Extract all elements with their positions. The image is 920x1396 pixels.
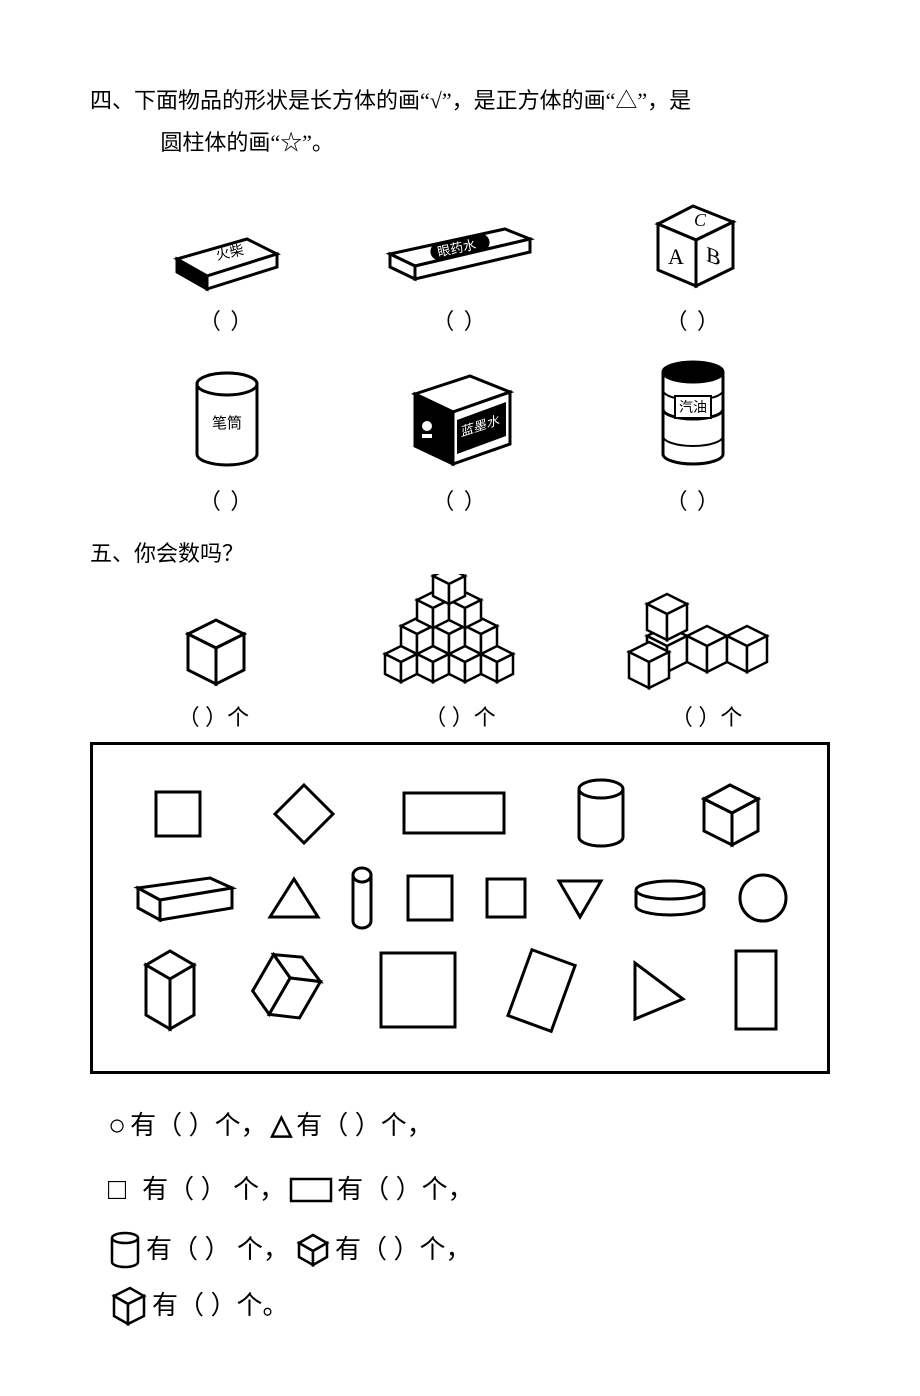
answer-line-1: ○ 有（ ）个， △ 有（ ）个， <box>108 1096 830 1156</box>
item-ink-box: 蓝墨水 （ ） <box>370 364 550 516</box>
shape-circle-icon <box>736 871 790 925</box>
shape-tilted-cuboid-icon <box>244 945 334 1035</box>
shape-triangle-icon <box>266 873 322 923</box>
ink-box-icon: 蓝墨水 <box>395 364 525 474</box>
shape-triangle-down-icon <box>555 875 605 921</box>
shape-cube-icon <box>692 777 772 851</box>
shape-square2-icon <box>403 871 457 925</box>
count-blank-1: （ ）个 <box>178 700 250 732</box>
rect-icon <box>289 1177 333 1203</box>
shape-square-icon <box>148 784 208 844</box>
blank-4: （ ） <box>199 484 255 516</box>
count-blank-2: （ ）个 <box>424 700 496 732</box>
svg-text:笔筒: 笔筒 <box>212 415 242 432</box>
cube-answer-icon <box>293 1231 331 1269</box>
count-row: （ ）个 <box>90 574 830 732</box>
count-blank-3: （ ）个 <box>671 700 743 732</box>
svg-text:汽油: 汽油 <box>679 400 707 416</box>
blank-3: （ ） <box>666 304 722 336</box>
shape-flat-cylinder-icon <box>630 878 710 918</box>
section4-line2: 圆柱体的画“☆”。 <box>160 130 334 155</box>
blank-6: （ ） <box>666 484 722 516</box>
shape-row-2 <box>117 865 803 931</box>
shape-capsule-icon <box>347 865 377 931</box>
abc-cube-icon: C A B <box>638 194 748 294</box>
shape-big-square-icon <box>373 945 463 1035</box>
section4-line1: 四、下面物品的形状是长方体的画“√”，是正方体的画“△”，是 <box>90 88 691 113</box>
shape-row-3 <box>117 945 803 1035</box>
shape-row-1 <box>117 777 803 851</box>
cube-pyramid-icon <box>375 574 545 694</box>
cuboid-answer-icon <box>108 1284 148 1328</box>
blank-2: （ ） <box>432 304 488 336</box>
shape-box <box>90 742 830 1074</box>
section5-heading: 五、你会数吗？ <box>90 536 830 568</box>
item-matchbox: 火柴 （ ） <box>137 214 317 336</box>
count-cluster: （ ）个 <box>597 584 817 732</box>
answer-line-4: 有（ ）个。 <box>108 1280 830 1332</box>
single-cube-icon <box>168 604 258 694</box>
shape-triangle-right-icon <box>629 955 689 1025</box>
pen-holder-icon: 笔筒 <box>177 364 277 474</box>
shape-square-small-icon <box>483 875 529 921</box>
section5: 五、你会数吗？ （ ）个 <box>90 536 830 1332</box>
svg-text:C: C <box>694 210 707 230</box>
count-pyramid: （ ）个 <box>350 574 570 732</box>
answer-lines: ○ 有（ ）个， △ 有（ ）个， □ 有（ ） 个， 有（ ）个， 有（ ） … <box>108 1096 830 1332</box>
square-icon: □ <box>108 1160 126 1220</box>
count-single-cube: （ ）个 <box>103 604 323 732</box>
oil-drum-icon: 汽油 <box>643 354 743 474</box>
cylinder-icon <box>108 1230 142 1270</box>
shape-cylinder-icon <box>571 777 631 851</box>
eyedrops-icon: 眼药水 <box>375 214 545 294</box>
shape-tilted-rect-icon <box>501 945 591 1035</box>
blank-1: （ ） <box>199 304 255 336</box>
item-abc-cube: C A B （ ） <box>603 194 783 336</box>
section4-instruction: 四、下面物品的形状是长方体的画“√”，是正方体的画“△”，是 圆柱体的画“☆”。 <box>90 80 830 164</box>
shape-tall-cuboid-icon <box>136 945 206 1035</box>
shape-diamond-icon <box>269 779 339 849</box>
answer-line-2: □ 有（ ） 个， 有（ ）个， <box>108 1160 830 1220</box>
section4-row1: 火柴 （ ） 眼药水 （ ） C A B （ ） <box>110 194 810 336</box>
item-pen-holder: 笔筒 （ ） <box>137 364 317 516</box>
blank-5: （ ） <box>432 484 488 516</box>
cube-cluster-icon <box>617 584 797 694</box>
answer-line-3: 有（ ） 个， 有（ ）个， <box>108 1224 830 1276</box>
shape-cuboid-icon <box>130 870 240 926</box>
matchbox-icon: 火柴 <box>162 214 292 294</box>
item-eyedrops: 眼药水 （ ） <box>370 214 550 336</box>
section4-row2: 笔筒 （ ） 蓝墨水 （ ） 汽油 （ ） <box>110 354 810 516</box>
circle-icon: ○ <box>108 1096 126 1156</box>
triangle-icon: △ <box>271 1098 293 1154</box>
item-oil-drum: 汽油 （ ） <box>603 354 783 516</box>
shape-rectangle-icon <box>400 787 510 841</box>
svg-text:A: A <box>668 244 684 269</box>
shape-tall-rect-icon <box>728 945 784 1035</box>
